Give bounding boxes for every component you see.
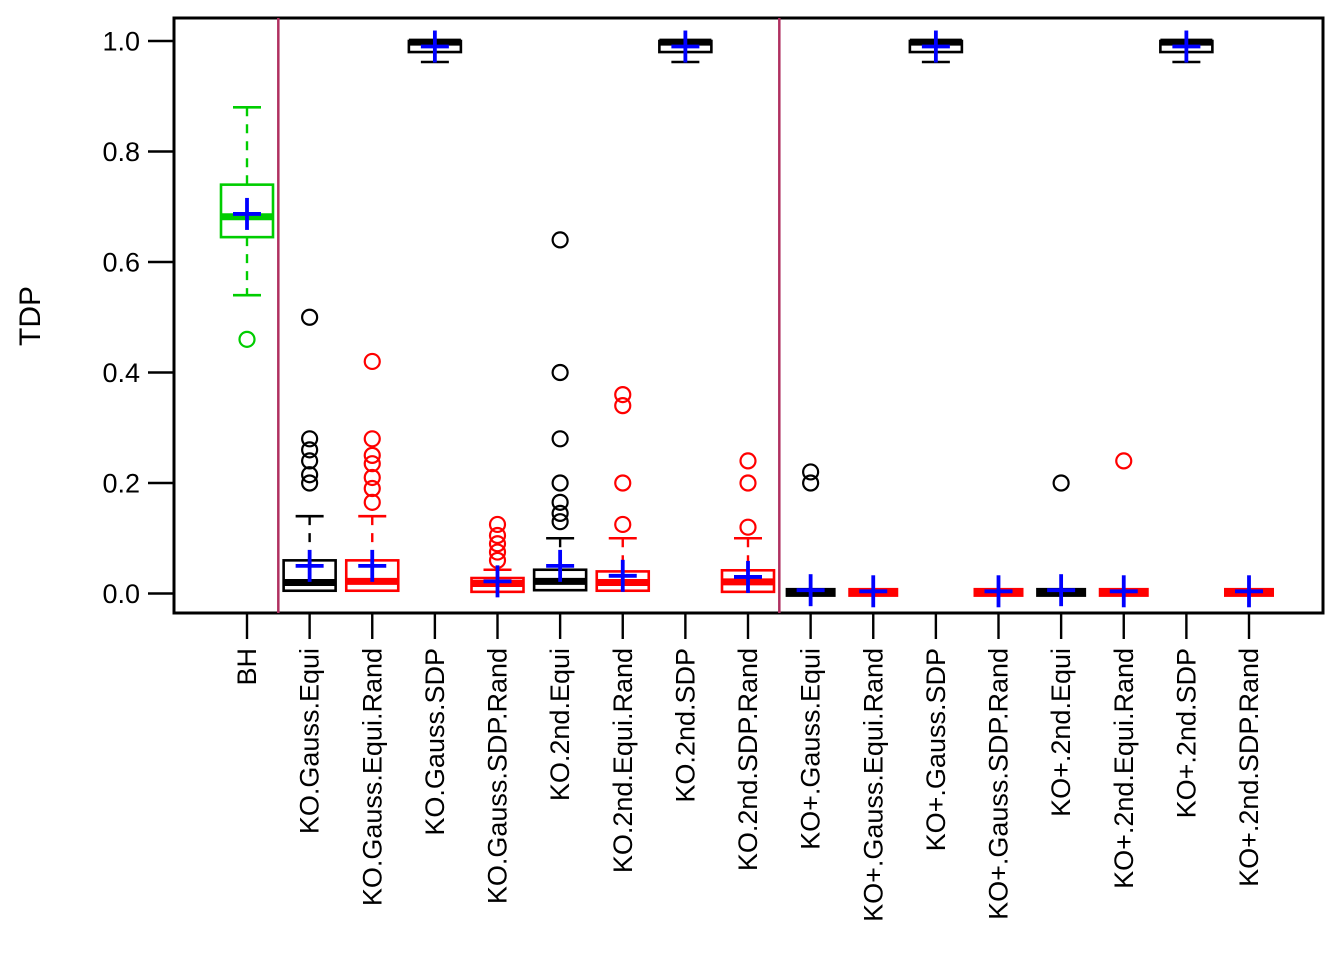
box-group-KO+.Gauss.Equi.Rand: KO+.Gauss.Equi.Rand (848, 575, 899, 922)
outlier-point (301, 441, 319, 459)
y-tick-label: 0.2 (102, 468, 140, 498)
outlier-point (488, 526, 507, 545)
outlier-point (301, 452, 319, 470)
box-group-KO.Gauss.Equi.Rand: KO.Gauss.Equi.Rand (344, 352, 400, 906)
outlier-point (551, 474, 569, 492)
outlier-point (739, 474, 757, 492)
x-tick-label: KO+.Gauss.SDP (921, 648, 951, 851)
x-tick-label: KO+.Gauss.SDP.Rand (984, 648, 1014, 920)
x-tick-label: BH (232, 648, 262, 686)
x-tick-label: KO.2nd.SDP.Rand (733, 648, 763, 871)
x-tick-label: KO.Gauss.SDP (420, 648, 450, 836)
outlier-point (551, 231, 569, 249)
box-group-KO+.2nd.Equi.Rand: KO+.2nd.Equi.Rand (1098, 452, 1149, 889)
x-tick-label: KO+.Gauss.Equi.Rand (858, 648, 888, 922)
y-tick-label: 0.6 (102, 247, 140, 277)
outlier-point (363, 479, 381, 498)
outlier-point (363, 430, 381, 448)
outlier-point (551, 363, 569, 382)
box-group-KO.Gauss.SDP.Rand: KO.Gauss.SDP.Rand (470, 515, 525, 904)
y-tick-label: 0.4 (102, 358, 140, 388)
outlier-point (363, 446, 381, 464)
x-tick-label: KO.Gauss.Equi (295, 648, 325, 834)
outlier-point (614, 386, 632, 404)
box-group-KO+.Gauss.SDP: KO+.Gauss.SDP (908, 30, 964, 851)
x-tick-label: KO+.2nd.Equi.Rand (1109, 648, 1139, 889)
y-axis-title: TDP (14, 286, 47, 346)
box-group-KO+.2nd.SDP.Rand: KO+.2nd.SDP.Rand (1224, 575, 1274, 887)
x-tick-label: KO+.2nd.SDP.Rand (1234, 648, 1264, 887)
outlier-point (739, 518, 757, 536)
box-group-KO.2nd.Equi: KO.2nd.Equi (532, 231, 588, 801)
outlier-point (614, 474, 632, 492)
outlier-point (551, 430, 569, 448)
outlier-point (363, 493, 381, 511)
x-tick-label: KO.Gauss.Equi.Rand (357, 648, 387, 906)
outlier-point (739, 452, 757, 470)
outlier-point (1115, 452, 1133, 470)
x-tick-label: KO.2nd.SDP (670, 648, 700, 803)
outlier-point (488, 543, 507, 561)
outlier-point (301, 466, 319, 484)
box-group-KO.2nd.Equi.Rand: KO.2nd.Equi.Rand (595, 386, 651, 873)
box-group-KO.2nd.SDP: KO.2nd.SDP (658, 30, 713, 803)
outlier-point (802, 474, 820, 492)
outlier-point (363, 352, 381, 371)
x-tick-label: KO+.2nd.Equi (1046, 648, 1076, 817)
plot-border (172, 16, 1325, 615)
outlier-point (614, 397, 632, 415)
x-tick-label: KO.2nd.Equi (545, 648, 575, 801)
outlier-point (614, 515, 632, 534)
outlier-point (301, 474, 319, 492)
y-tick-label: 0.8 (102, 137, 140, 167)
outlier-point (238, 330, 256, 348)
outlier-point (551, 493, 569, 511)
box-group-KO.Gauss.Equi: KO.Gauss.Equi (282, 308, 337, 834)
box-group-KO.2nd.SDP.Rand: KO.2nd.SDP.Rand (720, 452, 776, 871)
outlier-point (301, 430, 319, 448)
box-group-KO+.2nd.SDP: KO+.2nd.SDP (1159, 30, 1214, 818)
box-group-BH: BH (219, 106, 275, 686)
outlier-point (802, 463, 820, 481)
outlier-point (1052, 474, 1070, 492)
outlier-point (301, 308, 319, 326)
x-tick-label: KO+.Gauss.Equi (796, 648, 826, 850)
outlier-point (488, 515, 507, 534)
outlier-point (363, 455, 381, 473)
outlier-point (363, 468, 381, 487)
y-tick-label: 0.0 (102, 579, 140, 609)
outlier-point (551, 504, 569, 522)
x-tick-label: KO+.2nd.SDP (1171, 648, 1201, 818)
iqr-box (219, 183, 275, 239)
box-group-KO.Gauss.SDP: KO.Gauss.SDP (407, 30, 463, 836)
outlier-point (488, 535, 507, 553)
outlier-point (551, 513, 569, 531)
x-tick-label: KO.Gauss.SDP.Rand (483, 648, 513, 904)
box-group-KO+.Gauss.SDP.Rand: KO+.Gauss.SDP.Rand (973, 575, 1024, 920)
x-tick-label: KO.2nd.Equi.Rand (608, 648, 638, 873)
y-tick-label: 1.0 (102, 26, 140, 56)
box-group-KO+.2nd.Equi: KO+.2nd.Equi (1036, 474, 1087, 817)
box-group-KO+.Gauss.Equi: KO+.Gauss.Equi (785, 463, 836, 850)
